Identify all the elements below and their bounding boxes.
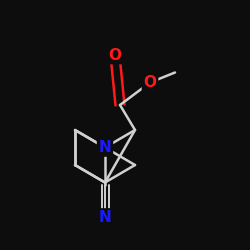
Text: N: N bbox=[98, 140, 112, 155]
Text: O: O bbox=[108, 48, 122, 62]
Text: N: N bbox=[98, 210, 112, 225]
Text: O: O bbox=[144, 75, 156, 90]
